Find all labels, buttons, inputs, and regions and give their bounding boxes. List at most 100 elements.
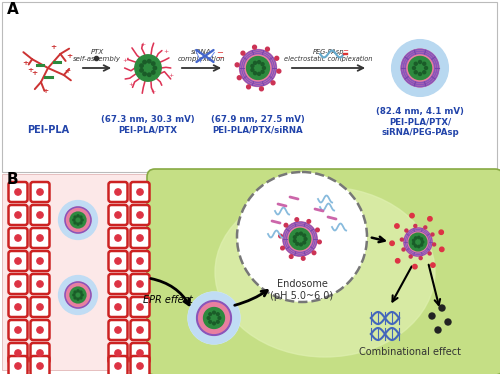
Circle shape (412, 67, 416, 70)
Circle shape (65, 207, 91, 233)
Ellipse shape (215, 187, 435, 357)
Ellipse shape (137, 350, 143, 356)
FancyBboxPatch shape (130, 228, 150, 248)
Text: PEI-PLA: PEI-PLA (27, 125, 69, 135)
Circle shape (318, 240, 322, 244)
Circle shape (271, 81, 275, 85)
Circle shape (262, 67, 266, 70)
FancyBboxPatch shape (108, 182, 128, 202)
FancyBboxPatch shape (30, 297, 50, 317)
Circle shape (251, 64, 254, 67)
Circle shape (296, 233, 298, 236)
Circle shape (412, 239, 415, 242)
FancyBboxPatch shape (8, 182, 28, 202)
Ellipse shape (37, 350, 43, 356)
Circle shape (430, 263, 435, 267)
Circle shape (74, 216, 76, 218)
Ellipse shape (115, 212, 121, 218)
Circle shape (216, 313, 219, 316)
Circle shape (238, 76, 241, 80)
Circle shape (283, 222, 317, 256)
Circle shape (405, 229, 408, 232)
Circle shape (280, 246, 284, 250)
Circle shape (396, 258, 400, 263)
Circle shape (80, 297, 82, 299)
Circle shape (402, 248, 405, 251)
Circle shape (80, 216, 82, 218)
Ellipse shape (37, 281, 43, 287)
Ellipse shape (115, 327, 121, 333)
Text: (67.9 nm, 27.5 mV)
PEI-PLA/PTX/siRNA: (67.9 nm, 27.5 mV) PEI-PLA/PTX/siRNA (211, 115, 305, 135)
Text: −: − (342, 47, 348, 53)
Circle shape (414, 245, 417, 247)
Circle shape (216, 321, 219, 323)
Text: Endosome
(pH 5.0~6.0): Endosome (pH 5.0~6.0) (270, 279, 334, 301)
Ellipse shape (15, 281, 21, 287)
FancyBboxPatch shape (30, 228, 50, 248)
Ellipse shape (137, 212, 143, 218)
Circle shape (414, 62, 418, 65)
Ellipse shape (115, 235, 121, 241)
Circle shape (312, 251, 316, 255)
Circle shape (258, 61, 260, 64)
Circle shape (409, 233, 427, 251)
FancyBboxPatch shape (8, 251, 28, 271)
Circle shape (235, 63, 239, 67)
FancyBboxPatch shape (8, 356, 28, 374)
Circle shape (81, 219, 83, 221)
Circle shape (316, 228, 320, 232)
FancyBboxPatch shape (108, 297, 128, 317)
Circle shape (70, 212, 86, 228)
Circle shape (435, 327, 441, 333)
Circle shape (143, 60, 146, 64)
Circle shape (80, 291, 82, 293)
Circle shape (212, 322, 216, 325)
Text: +: + (42, 88, 48, 94)
Ellipse shape (37, 212, 43, 218)
Circle shape (429, 313, 435, 319)
FancyBboxPatch shape (30, 356, 50, 374)
FancyBboxPatch shape (130, 343, 150, 363)
Circle shape (432, 243, 436, 246)
Circle shape (240, 49, 277, 86)
FancyBboxPatch shape (30, 320, 50, 340)
Circle shape (420, 244, 422, 246)
Circle shape (404, 228, 432, 256)
Circle shape (394, 224, 399, 228)
Circle shape (440, 247, 444, 252)
Circle shape (197, 301, 231, 335)
Text: −: − (216, 53, 223, 62)
FancyBboxPatch shape (108, 205, 128, 225)
Ellipse shape (37, 189, 43, 195)
FancyBboxPatch shape (130, 274, 150, 294)
Circle shape (58, 200, 98, 239)
Circle shape (284, 223, 288, 227)
Circle shape (260, 87, 264, 91)
Circle shape (212, 311, 216, 314)
FancyBboxPatch shape (108, 274, 128, 294)
Circle shape (275, 56, 278, 60)
FancyBboxPatch shape (30, 251, 50, 271)
Circle shape (303, 241, 306, 244)
Circle shape (277, 69, 281, 73)
Circle shape (428, 217, 432, 221)
Ellipse shape (15, 327, 21, 333)
Circle shape (439, 305, 445, 311)
Ellipse shape (15, 212, 21, 218)
Circle shape (70, 287, 86, 303)
FancyBboxPatch shape (30, 182, 50, 202)
Circle shape (140, 69, 143, 72)
Circle shape (74, 222, 76, 224)
Ellipse shape (137, 189, 143, 195)
Circle shape (418, 245, 420, 248)
Circle shape (266, 47, 270, 51)
FancyBboxPatch shape (130, 205, 150, 225)
Ellipse shape (115, 189, 121, 195)
Circle shape (418, 73, 422, 76)
Circle shape (414, 71, 418, 74)
Circle shape (81, 294, 83, 296)
Circle shape (65, 282, 91, 308)
Text: +: + (22, 60, 28, 66)
Circle shape (439, 230, 444, 234)
Circle shape (148, 59, 151, 63)
